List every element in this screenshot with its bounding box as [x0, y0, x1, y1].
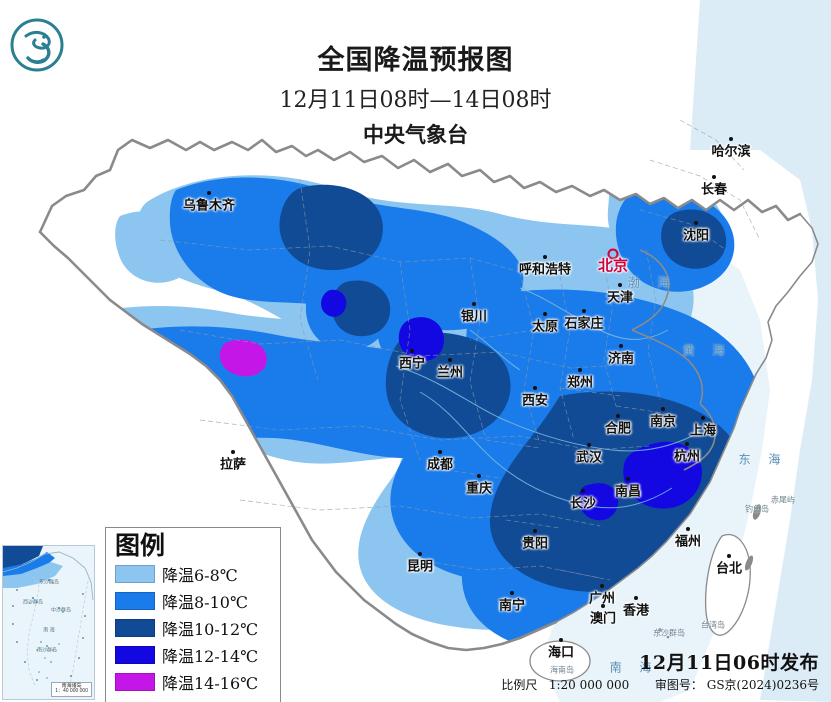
city-marker: [686, 527, 690, 531]
city-marker: [559, 638, 563, 642]
legend-item-label: 降温6-8℃: [162, 566, 238, 586]
legend-item-label: 降温10-12℃: [162, 620, 259, 640]
scale-value: 1:20 000 000: [548, 678, 630, 692]
legend-color-swatch: [115, 646, 155, 665]
inset-island-label: 南 海: [43, 627, 55, 634]
legend-color-swatch: [115, 619, 155, 638]
city-marker: [578, 368, 582, 372]
city-marker: [207, 191, 211, 195]
city-marker: [634, 596, 638, 600]
temperature-drop-bands: [40, 173, 770, 650]
city-marker: [661, 407, 665, 411]
offshore-islands: [529, 504, 762, 682]
inset-scale-title: 南海诸岛: [61, 682, 82, 689]
city-marker: [727, 554, 731, 558]
release-time: 12月11日06时发布: [639, 652, 819, 674]
province-boundaries: [159, 119, 761, 581]
inset-island-label: 南沙群岛: [36, 647, 58, 654]
city-marker: [448, 358, 452, 362]
legend-color-swatch: [115, 592, 155, 611]
legend-item-label: 降温8-10℃: [162, 593, 248, 613]
south-china-sea-inset-map: 东沙群岛中沙群岛 西沙群岛南沙群岛 南 海 南海诸岛 1：40 000 000: [2, 545, 95, 700]
city-marker: [712, 175, 716, 179]
legend-item-label: 降温14-16℃: [162, 674, 259, 694]
city-marker: [587, 443, 591, 447]
city-marker: [626, 477, 630, 481]
city-marker: [581, 489, 585, 493]
city-marker: [543, 255, 547, 259]
city-marker: [618, 283, 622, 287]
city-marker: [533, 386, 537, 390]
legend-item: 降温10-12℃: [115, 616, 272, 640]
cma-dragon-logo: [8, 16, 66, 74]
city-marker: [616, 414, 620, 418]
inset-island-label: 东沙群岛: [38, 579, 60, 586]
legend-item-label: 降温12-14℃: [162, 647, 259, 667]
approval-value: GS京(2024)0236号: [706, 678, 819, 692]
ocean-shelf: [690, 0, 831, 702]
city-marker: [582, 309, 586, 313]
city-marker: [701, 416, 705, 420]
inset-scale-box: 南海诸岛 1：40 000 000: [51, 681, 92, 697]
legend: 图例 降温6-8℃ 降温8-10℃ 降温10-12℃ 降温12-14℃ 降温14-16℃: [105, 527, 281, 702]
band-14-16: [219, 339, 267, 377]
legend-item: 降温14-16℃: [115, 670, 272, 694]
city-marker: [694, 221, 698, 225]
city-marker: [477, 474, 481, 478]
city-marker: [472, 302, 476, 306]
city-marker: [543, 312, 547, 316]
city-marker: [600, 584, 604, 588]
legend-item: 降温8-10℃: [115, 589, 272, 613]
approval-label: 审图号：: [654, 678, 703, 692]
inset-island-label: 中沙群岛: [50, 607, 72, 614]
legend-color-swatch: [115, 673, 155, 692]
footer-meta: 比例尺 1:20 000 000 审图号： GS京(2024)0236号: [501, 676, 819, 693]
city-marker: [231, 450, 235, 454]
legend-item: 降温6-8℃: [115, 562, 272, 586]
city-marker: [418, 552, 422, 556]
city-marker: [533, 529, 537, 533]
city-marker: [510, 591, 514, 595]
city-marker: [438, 450, 442, 454]
scale-label: 比例尺: [501, 678, 538, 692]
city-marker: [619, 344, 623, 348]
city-marker: [410, 349, 414, 353]
legend-item: 降温12-14℃: [115, 643, 272, 667]
legend-color-swatch: [115, 565, 155, 584]
national-boundary: [38, 138, 802, 652]
city-marker: [601, 604, 605, 608]
legend-rows: 降温6-8℃ 降温8-10℃ 降温10-12℃ 降温12-14℃ 降温14-16℃: [115, 562, 272, 694]
inset-scale-value: 1：40 000 000: [55, 688, 88, 695]
city-marker: [607, 248, 619, 260]
legend-title: 图例: [115, 531, 166, 560]
city-marker: [685, 442, 689, 446]
city-marker: [729, 137, 733, 141]
coastline: [555, 213, 819, 623]
inset-island-label: 西沙群岛: [22, 599, 44, 606]
